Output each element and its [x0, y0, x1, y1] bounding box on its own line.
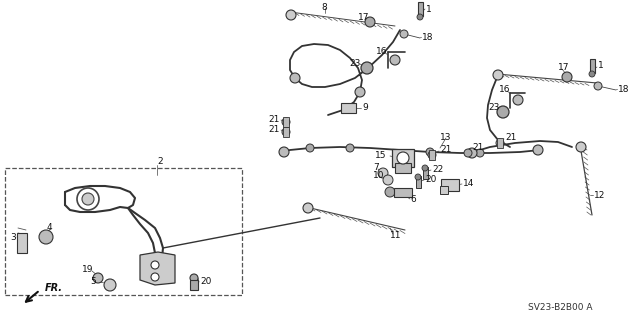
- Circle shape: [385, 187, 395, 197]
- Bar: [395, 163, 411, 173]
- Bar: [589, 59, 595, 73]
- Text: 21: 21: [268, 115, 280, 124]
- Text: 4: 4: [47, 224, 52, 233]
- Text: 10: 10: [373, 170, 385, 180]
- Circle shape: [415, 174, 421, 180]
- Circle shape: [496, 139, 504, 147]
- Bar: [497, 138, 503, 148]
- Text: 6: 6: [410, 196, 416, 204]
- Circle shape: [428, 151, 436, 159]
- Bar: [283, 117, 289, 127]
- Bar: [441, 179, 459, 191]
- Circle shape: [464, 149, 472, 157]
- Text: 21: 21: [472, 144, 483, 152]
- Circle shape: [290, 73, 300, 83]
- Circle shape: [426, 148, 434, 156]
- Circle shape: [151, 273, 159, 281]
- Circle shape: [467, 148, 477, 158]
- Bar: [429, 150, 435, 160]
- Text: 13: 13: [440, 132, 451, 142]
- Circle shape: [282, 128, 290, 136]
- Text: 22: 22: [432, 166, 444, 174]
- Circle shape: [576, 142, 586, 152]
- Text: 18: 18: [422, 33, 433, 41]
- Text: 1: 1: [426, 4, 432, 13]
- Text: 21: 21: [505, 133, 516, 143]
- Bar: [17, 233, 27, 253]
- Bar: [340, 103, 355, 113]
- Bar: [415, 176, 420, 188]
- Circle shape: [93, 273, 103, 283]
- Text: 18: 18: [618, 85, 630, 93]
- Text: 14: 14: [463, 179, 474, 188]
- Circle shape: [303, 203, 313, 213]
- Text: 12: 12: [594, 190, 605, 199]
- Bar: [422, 167, 428, 179]
- Circle shape: [497, 106, 509, 118]
- Text: 3: 3: [10, 233, 16, 241]
- Text: 17: 17: [358, 12, 369, 21]
- Bar: [5, 168, 242, 295]
- Text: 15: 15: [375, 151, 387, 160]
- Circle shape: [190, 274, 198, 282]
- Text: 16: 16: [376, 48, 387, 56]
- Circle shape: [346, 144, 354, 152]
- Circle shape: [279, 147, 289, 157]
- Text: 11: 11: [390, 231, 401, 240]
- Circle shape: [562, 72, 572, 82]
- Circle shape: [77, 188, 99, 210]
- Circle shape: [355, 87, 365, 97]
- Circle shape: [493, 70, 503, 80]
- Circle shape: [476, 149, 484, 157]
- Circle shape: [378, 168, 388, 178]
- Text: 23: 23: [488, 102, 499, 112]
- Text: 9: 9: [362, 103, 368, 113]
- Text: FR.: FR.: [45, 283, 63, 293]
- Circle shape: [533, 145, 543, 155]
- Circle shape: [82, 193, 94, 205]
- Bar: [417, 2, 422, 16]
- Circle shape: [306, 144, 314, 152]
- Text: 8: 8: [321, 3, 327, 11]
- Circle shape: [594, 82, 602, 90]
- Circle shape: [286, 10, 296, 20]
- Circle shape: [589, 71, 595, 77]
- Circle shape: [361, 62, 373, 74]
- Text: 2: 2: [157, 158, 163, 167]
- Circle shape: [390, 55, 400, 65]
- Text: SV23-B2B00 A: SV23-B2B00 A: [528, 303, 592, 313]
- Text: 7: 7: [373, 164, 379, 173]
- Circle shape: [417, 14, 423, 20]
- Circle shape: [422, 165, 428, 171]
- Text: 21: 21: [440, 145, 451, 154]
- Bar: [392, 149, 414, 167]
- Circle shape: [39, 230, 53, 244]
- Text: 17: 17: [558, 63, 570, 72]
- Text: 1: 1: [598, 62, 604, 70]
- Bar: [394, 188, 412, 197]
- Circle shape: [397, 152, 409, 164]
- Circle shape: [282, 118, 290, 126]
- Text: 21: 21: [268, 125, 280, 135]
- Bar: [283, 127, 289, 137]
- Circle shape: [365, 17, 375, 27]
- Circle shape: [513, 95, 523, 105]
- Text: 16: 16: [499, 85, 511, 94]
- Circle shape: [104, 279, 116, 291]
- Polygon shape: [140, 252, 175, 285]
- Circle shape: [151, 261, 159, 269]
- Text: 5: 5: [90, 278, 96, 286]
- Bar: [190, 280, 198, 290]
- Bar: [440, 186, 448, 194]
- Text: 20: 20: [200, 278, 211, 286]
- Text: 19: 19: [82, 265, 93, 275]
- Text: 20: 20: [425, 175, 436, 184]
- Circle shape: [400, 30, 408, 38]
- Text: 23: 23: [349, 58, 360, 68]
- Circle shape: [383, 175, 393, 185]
